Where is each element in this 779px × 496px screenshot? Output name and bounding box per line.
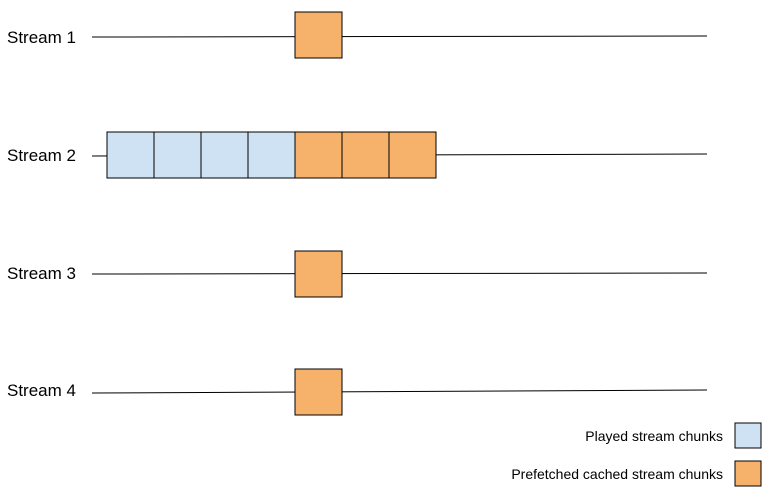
stream-chunks-3 xyxy=(294,250,343,298)
prefetched-chunk xyxy=(294,131,343,179)
prefetched-chunk xyxy=(341,131,390,179)
stream-chunks-4 xyxy=(294,368,343,416)
played-chunk xyxy=(247,131,296,179)
legend-label-played: Played stream chunks xyxy=(585,428,723,444)
legend-item-prefetched: Prefetched cached stream chunks xyxy=(511,460,762,487)
prefetched-chunk xyxy=(388,131,437,179)
stream-row-3: Stream 3 xyxy=(7,250,708,298)
played-chunk xyxy=(200,131,249,179)
stream-label-4: Stream 4 xyxy=(7,381,76,400)
prefetched-chunk xyxy=(294,250,343,298)
played-chunk xyxy=(106,131,155,179)
stream-label-2: Stream 2 xyxy=(7,146,76,165)
stream-chunks-2 xyxy=(106,131,437,179)
stream-label-1: Stream 1 xyxy=(7,28,76,47)
prefetched-chunk xyxy=(294,11,343,59)
stream-timeline-4 xyxy=(91,389,708,394)
stream-row-2: Stream 2 xyxy=(7,131,708,179)
stream-row-4: Stream 4 xyxy=(7,368,708,416)
legend-swatch-played xyxy=(734,422,762,449)
legend-item-played: Played stream chunks xyxy=(585,422,762,449)
stream-timeline-1 xyxy=(91,35,708,38)
stream-chunks-1 xyxy=(294,11,343,59)
legend-swatch-prefetched xyxy=(734,460,762,487)
legend: Played stream chunks Prefetched cached s… xyxy=(511,422,762,487)
stream-label-3: Stream 3 xyxy=(7,264,76,283)
stream-timeline-3 xyxy=(91,272,708,275)
prefetched-chunk xyxy=(294,368,343,416)
legend-label-prefetched: Prefetched cached stream chunks xyxy=(511,466,723,482)
stream-row-1: Stream 1 xyxy=(7,11,708,59)
played-chunk xyxy=(153,131,202,179)
